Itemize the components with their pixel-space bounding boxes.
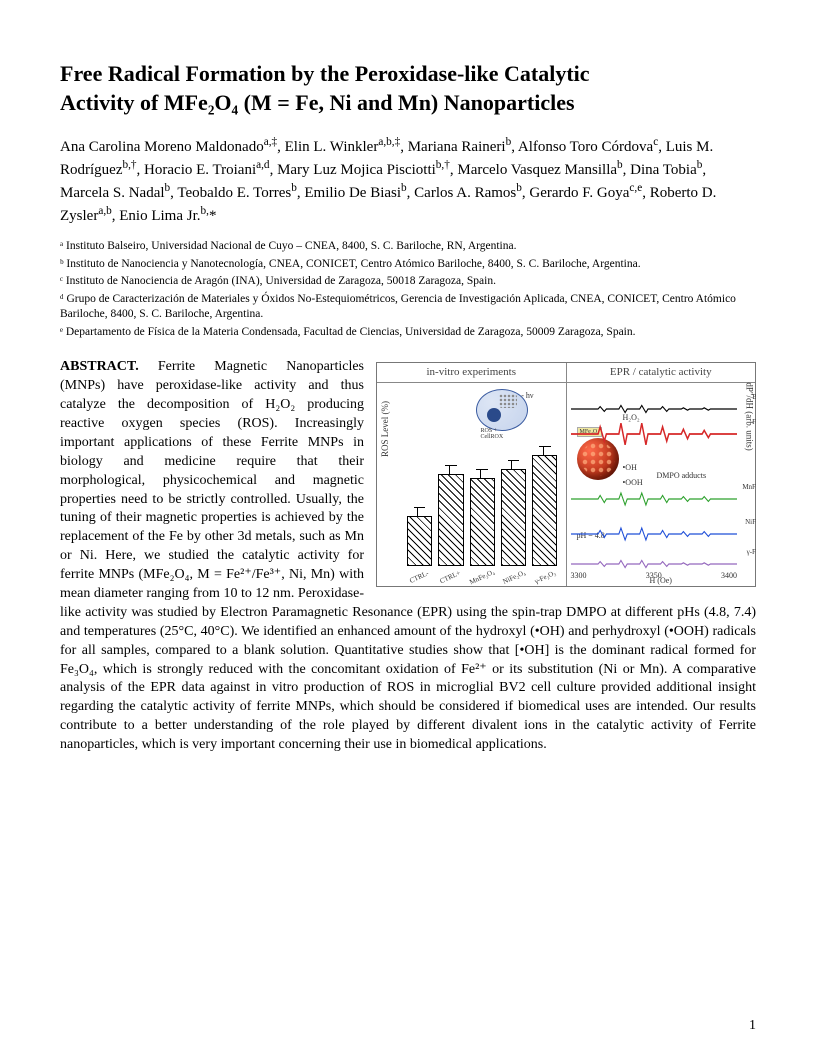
figure-header: in-vitro experiments EPR / catalytic act…: [377, 363, 755, 383]
affiliations: ᵃ Instituto Balseiro, Universidad Nacion…: [60, 239, 756, 340]
epr-xtick: 3400: [721, 571, 737, 582]
epr-trace-label: Blank: [752, 393, 756, 402]
affiliation-line: ᶜ Instituto de Nanociencia de Aragón (IN…: [60, 274, 756, 290]
affiliation-line: ᵇ Instituto de Nanociencia y Nanotecnolo…: [60, 257, 756, 273]
figure-header-right: EPR / catalytic activity: [567, 363, 756, 382]
figure-left-panel: ROS Level (%) - hν ROS + CellROX CTRL-CT…: [377, 383, 567, 586]
epr-trace: [571, 397, 738, 421]
figure-right-panel: dP"/dH (arb. units) MFe₂O₄ H₂O₂ •OH •OOH…: [567, 383, 756, 586]
bar: [438, 474, 463, 567]
title-line-1: Free Radical Formation by the Peroxidase…: [60, 61, 590, 86]
epr-trace: [571, 487, 738, 511]
paper-title: Free Radical Formation by the Peroxidase…: [60, 60, 756, 117]
epr-trace-label: γ-Fe₂O₃: [747, 548, 756, 557]
bar-category-label: NiFe₂O₄: [501, 568, 528, 587]
title-line-2: Activity of MFe₂O₄ (M = Fe, Ni and Mn) N…: [60, 90, 575, 115]
page-number: 1: [749, 1017, 756, 1036]
epr-trace: [571, 422, 738, 446]
graphical-abstract-figure: in-vitro experiments EPR / catalytic act…: [376, 362, 756, 587]
epr-trace-label: NiFe₂O₄: [745, 518, 756, 527]
bar-category-label: γ-Fe₂O₃: [532, 568, 559, 587]
figure-header-left: in-vitro experiments: [377, 363, 567, 382]
epr-trace: [571, 522, 738, 546]
epr-traces: [571, 387, 738, 566]
bar-category-label: CTRL+: [437, 568, 464, 587]
epr-xtick: 3300: [571, 571, 587, 582]
bar-chart-xaxis: CTRL-CTRL+MnFe₂O₄NiFe₂O₄γ-Fe₂O₃: [407, 573, 558, 582]
epr-trace-label: MnFe₂O₄: [742, 483, 756, 492]
affiliation-line: ᵃ Instituto Balseiro, Universidad Nacion…: [60, 239, 756, 255]
abstract-heading: ABSTRACT.: [60, 359, 139, 374]
bar: [407, 516, 432, 566]
left-yaxis-label: ROS Level (%): [379, 401, 391, 457]
abstract-section: in-vitro experiments EPR / catalytic act…: [60, 358, 756, 755]
bar-chart: [407, 423, 558, 566]
cell-nucleus-icon: [487, 408, 501, 422]
bar: [532, 455, 557, 567]
bar-category-label: MnFe₂O₄: [468, 567, 496, 587]
bar: [501, 469, 526, 566]
affiliation-line: ᵈ Grupo de Caracterización de Materiales…: [60, 292, 756, 323]
author-list: Ana Carolina Moreno Maldonadoa,‡, Elin L…: [60, 135, 756, 227]
nanoparticle-cluster-icon: [499, 394, 517, 408]
affiliation-line: ᵉ Departamento de Física de la Materia C…: [60, 325, 756, 341]
epr-trace-label: Fe₃O₄: [752, 418, 756, 427]
epr-xaxis-label: H (Oe): [650, 576, 672, 587]
bar: [470, 478, 495, 566]
bar-category-label: CTRL-: [406, 568, 433, 587]
